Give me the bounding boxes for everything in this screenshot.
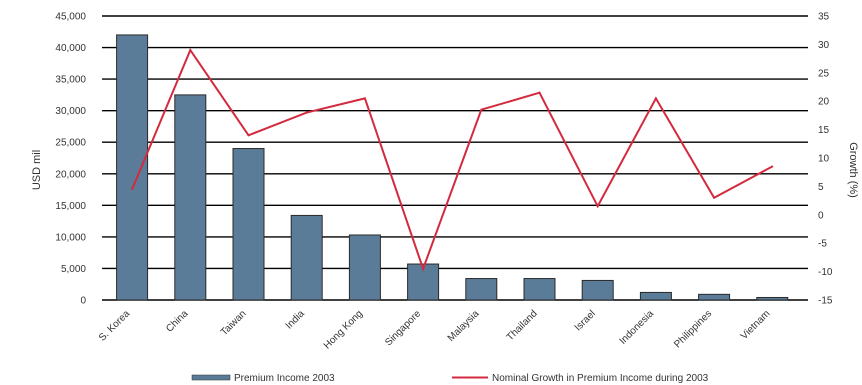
bar xyxy=(639,291,672,301)
category-label: China xyxy=(164,308,191,335)
left-axis-label: USD mil xyxy=(31,150,43,190)
category-label: Taiwan xyxy=(219,308,249,338)
right-tick-label: 30 xyxy=(818,40,830,51)
right-tick-label: -10 xyxy=(818,267,833,278)
left-tick-label: 25,000 xyxy=(55,138,86,149)
category-label: Vietnam xyxy=(739,308,773,342)
legend-bar-swatch xyxy=(191,374,231,381)
gridlines xyxy=(102,15,808,301)
category-label: India xyxy=(284,308,307,331)
category-label: Indonesia xyxy=(618,308,657,347)
line-point xyxy=(131,188,134,191)
right-tick-label: 10 xyxy=(818,154,830,165)
legend-bar-label: Premium Income 2003 xyxy=(234,373,335,384)
category-label: Israel xyxy=(573,308,598,333)
legend-line-label: Nominal Growth in Premium Income during … xyxy=(492,373,709,384)
bar xyxy=(348,234,381,301)
bar xyxy=(465,278,498,301)
bar xyxy=(232,148,265,301)
left-tick-label: 45,000 xyxy=(55,12,86,23)
left-tick-label: 30,000 xyxy=(55,106,86,117)
left-tick-label: 20,000 xyxy=(55,169,86,180)
line-point xyxy=(247,134,250,137)
line-point xyxy=(363,97,366,100)
legend: Premium Income 2003 Nominal Growth in Pr… xyxy=(191,373,709,384)
bar xyxy=(290,214,323,301)
left-tick-label: 40,000 xyxy=(55,43,86,54)
left-axis-ticks: 0 5,000 10,000 15,000 20,000 25,000 30,000 35,0… xyxy=(55,12,86,307)
left-tick-label: 15,000 xyxy=(55,201,86,212)
line-point xyxy=(538,91,541,94)
right-tick-label: 35 xyxy=(818,12,830,23)
right-axis-ticks: -15 -10 -5 0 5 10 15 20 25 30 35 xyxy=(818,12,833,307)
category-label: S. Korea xyxy=(97,308,133,344)
bar xyxy=(174,94,207,301)
category-label: Malaysia xyxy=(446,308,482,344)
category-label: Hong Kong xyxy=(322,308,365,351)
category-label: Philippines xyxy=(672,308,714,350)
category-label: Singapore xyxy=(383,308,423,348)
right-tick-label: -5 xyxy=(818,239,827,250)
line-point xyxy=(654,97,657,100)
line-point xyxy=(771,165,774,168)
bar xyxy=(523,278,556,301)
right-tick-label: 25 xyxy=(818,68,830,79)
line-point xyxy=(713,196,716,199)
line-series xyxy=(131,47,774,272)
right-tick-label: 15 xyxy=(818,125,830,136)
growth-line xyxy=(131,47,773,272)
left-tick-label: 10,000 xyxy=(55,232,86,243)
category-labels: S. Korea China Taiwan India Hong Kong Singapo… xyxy=(97,308,773,351)
bar-series xyxy=(116,34,789,301)
right-tick-label: -15 xyxy=(818,296,833,307)
bar xyxy=(698,293,731,301)
right-tick-label: 20 xyxy=(818,97,830,108)
bar xyxy=(756,296,789,301)
left-tick-label: 0 xyxy=(80,296,86,307)
line-point xyxy=(596,205,599,208)
right-tick-label: 0 xyxy=(818,210,824,221)
right-axis-label: Growth (%) xyxy=(847,142,859,198)
right-tick-label: 5 xyxy=(818,182,824,193)
left-tick-label: 5,000 xyxy=(61,264,86,275)
left-tick-label: 35,000 xyxy=(55,75,86,86)
line-point xyxy=(422,267,425,270)
line-point xyxy=(305,111,308,114)
bar xyxy=(581,279,614,301)
line-point xyxy=(480,108,483,111)
line-point xyxy=(189,49,192,52)
bar xyxy=(116,34,149,301)
category-label: Thailand xyxy=(505,308,540,343)
